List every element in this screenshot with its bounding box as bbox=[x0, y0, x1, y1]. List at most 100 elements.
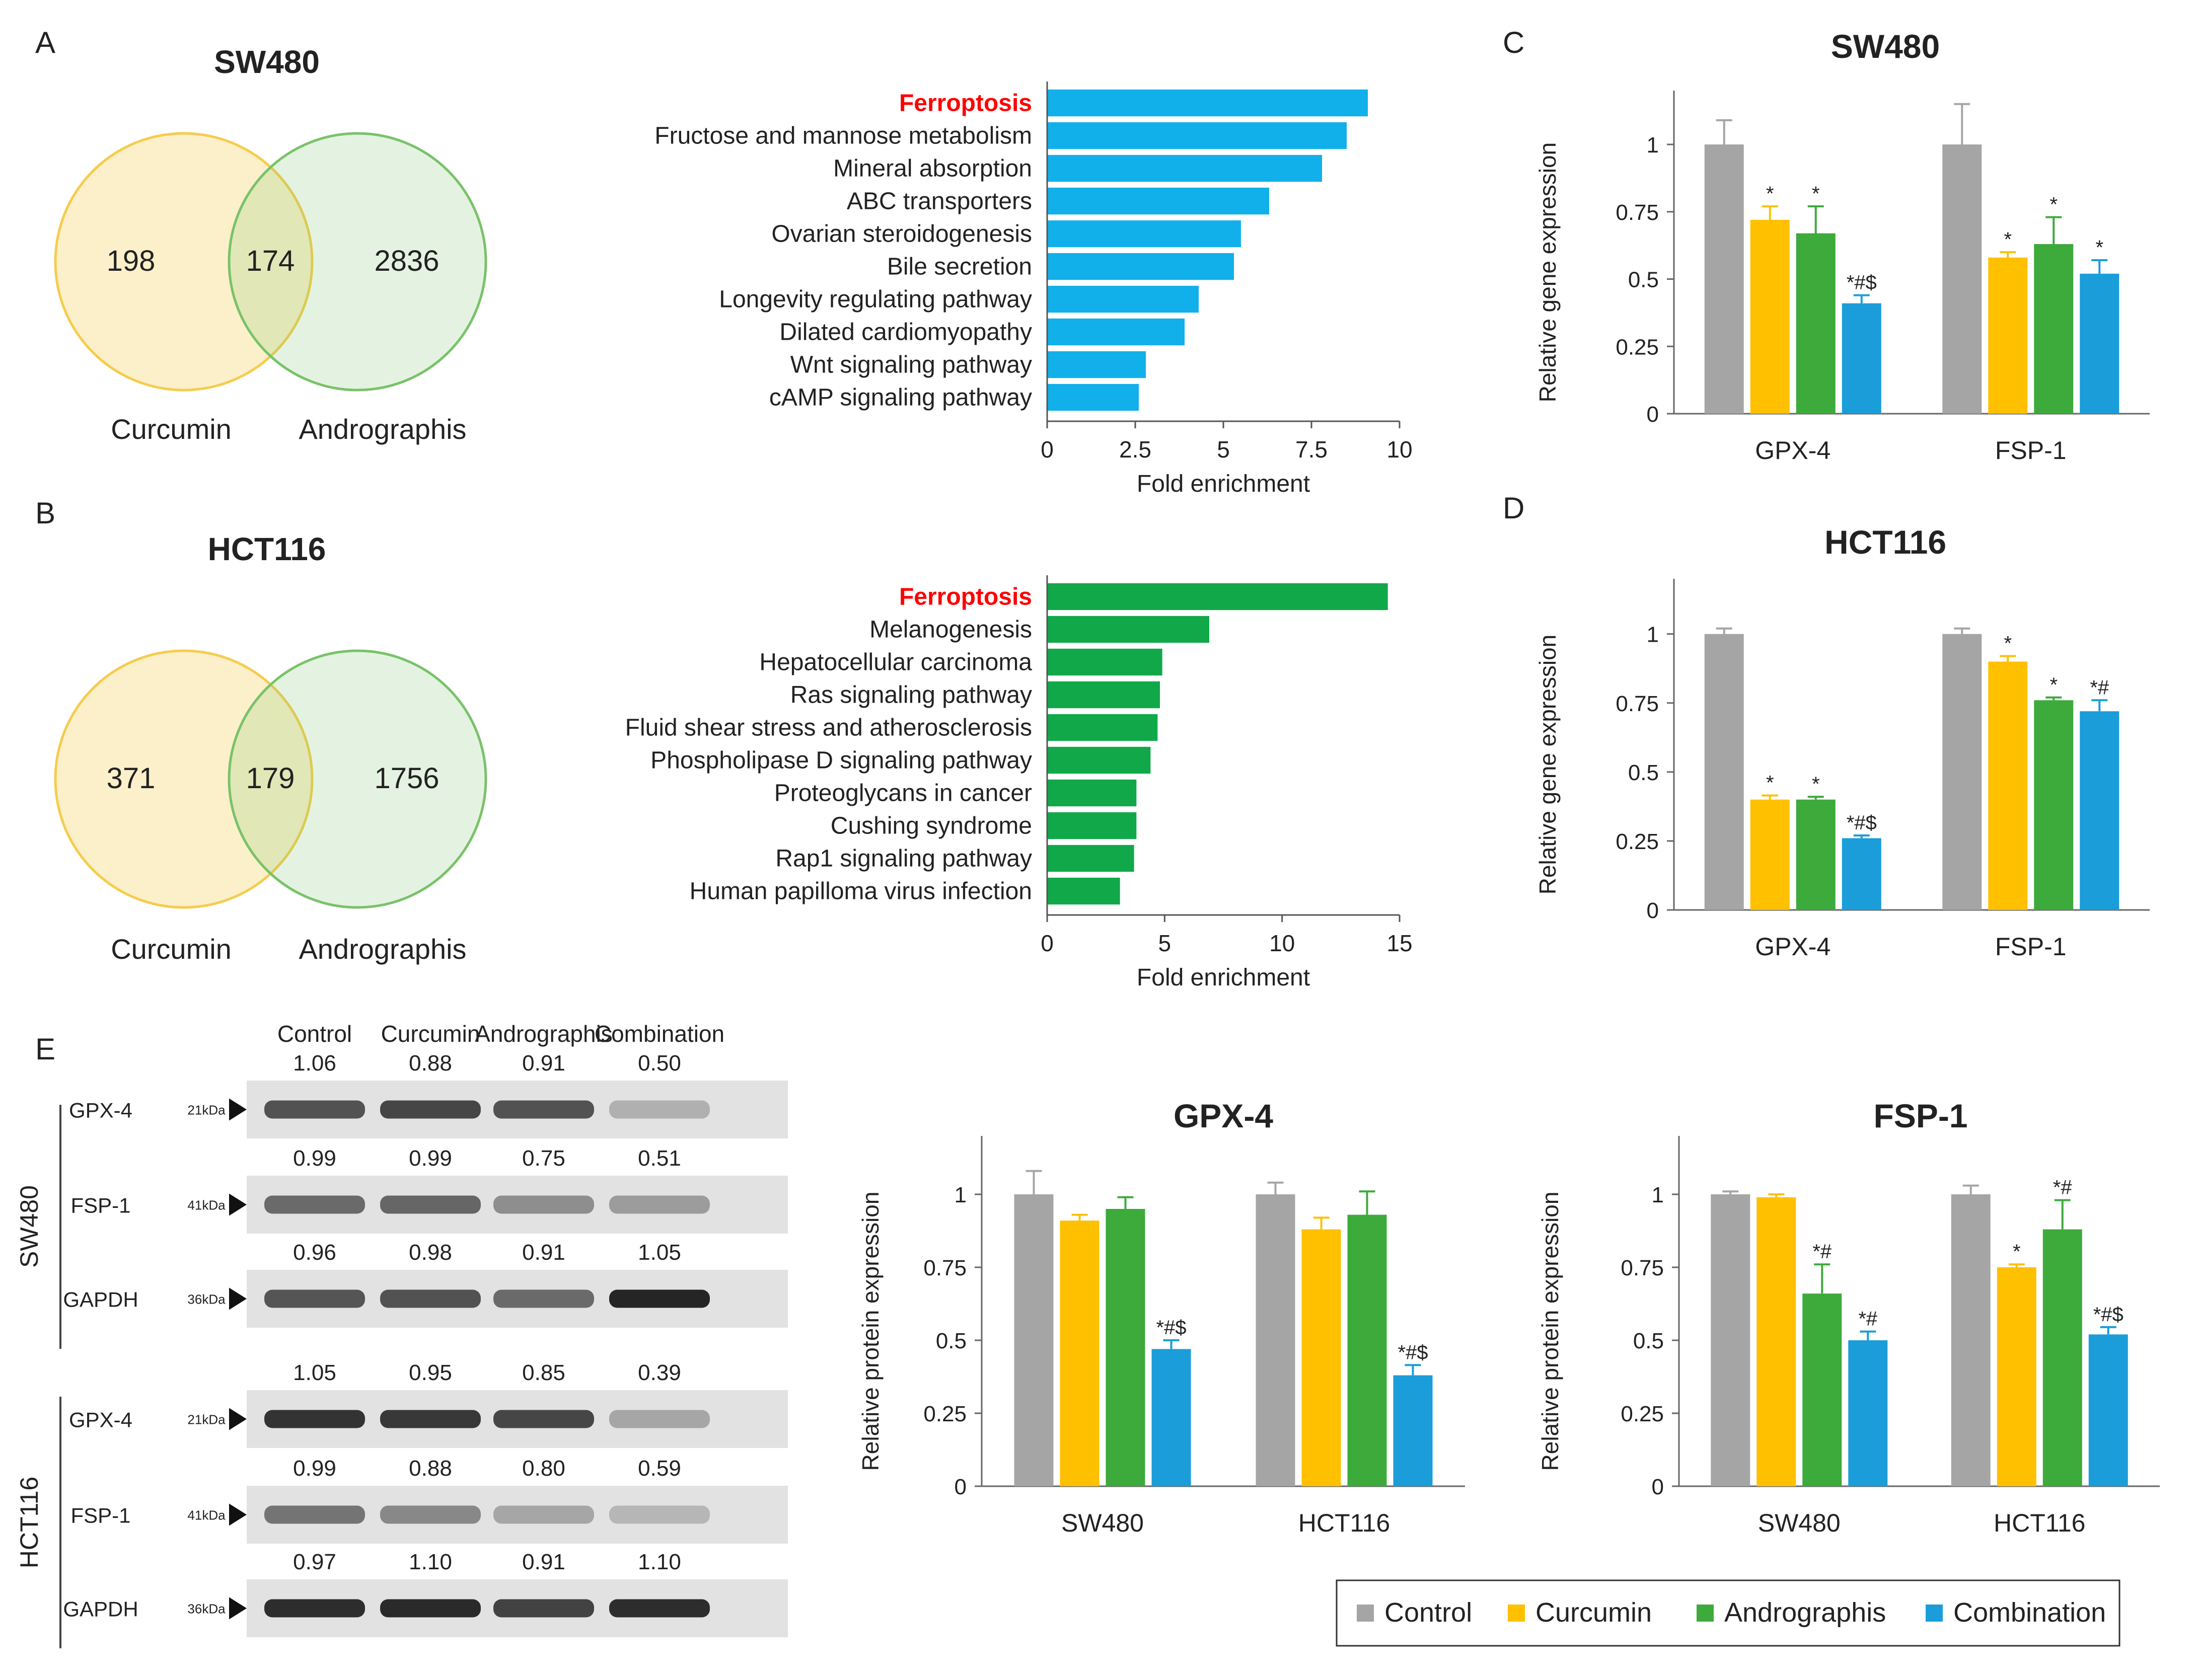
legend-label-curcumin: Curcumin bbox=[1535, 1597, 1652, 1628]
y-tick-label: 1 bbox=[1647, 623, 1659, 647]
densitometry-value: 0.75 bbox=[522, 1146, 565, 1171]
densitometry-value: 1.06 bbox=[293, 1051, 336, 1076]
y-axis-title: Relative protein expression bbox=[1537, 1192, 1563, 1471]
significance-mark: * bbox=[2049, 674, 2058, 696]
densitometry-value: 0.99 bbox=[293, 1146, 336, 1171]
x-category-label: FSP-1 bbox=[1995, 436, 2067, 465]
y-axis-title: Relative gene expression bbox=[1534, 142, 1561, 403]
bar-fsp-1-combination bbox=[2080, 273, 2119, 414]
y-tick-label: 0.75 bbox=[1621, 1256, 1664, 1280]
bar-mineral-absorption bbox=[1047, 155, 1322, 182]
y-tick-label: 0 bbox=[1647, 898, 1659, 923]
densitometry-value: 0.50 bbox=[638, 1051, 681, 1076]
venn-count-curcumin-only: 198 bbox=[107, 245, 156, 277]
x-tick-label: 10 bbox=[1269, 930, 1295, 956]
significance-mark: * bbox=[1766, 772, 1774, 794]
blot-arrow-icon bbox=[229, 1193, 247, 1216]
gene-expression-chart-sw480: SW480 Relative gene expression 0 0.25 0.5 0.7… bbox=[1534, 28, 2150, 465]
bar-camp-signaling-pathway bbox=[1047, 384, 1139, 411]
category-label-hepatocellular-carcinoma: Hepatocellular carcinoma bbox=[759, 649, 1032, 676]
y-tick-label: 1 bbox=[1647, 133, 1659, 158]
significance-mark: *#$ bbox=[1156, 1317, 1186, 1339]
y-tick-label: 0.5 bbox=[1633, 1329, 1664, 1353]
densitometry-value: 0.95 bbox=[409, 1360, 452, 1385]
blot-size-label: 21kDa bbox=[187, 1412, 226, 1427]
blot-size-label: 21kDa bbox=[187, 1103, 226, 1118]
bar-gpx-4-andrographis bbox=[1796, 799, 1836, 910]
significance-mark: *# bbox=[1812, 1241, 1832, 1263]
significance-mark: *#$ bbox=[1398, 1341, 1428, 1363]
bar-longevity-regulating-pathway bbox=[1047, 285, 1199, 313]
blot-band bbox=[264, 1505, 365, 1524]
panel-label-c: C bbox=[1503, 26, 1524, 59]
y-tick-label: 0.5 bbox=[1628, 760, 1659, 785]
y-tick-label: 0.75 bbox=[1616, 200, 1659, 225]
bar-ovarian-steroidogenesis bbox=[1047, 220, 1241, 248]
blot-arrow-icon bbox=[229, 1503, 247, 1526]
bar-wnt-signaling-pathway bbox=[1047, 351, 1146, 378]
y-tick-label: 1 bbox=[1652, 1183, 1664, 1207]
bar-hct116-control bbox=[1951, 1194, 1991, 1486]
bar-sw480-combination bbox=[1848, 1340, 1888, 1486]
significance-mark: * bbox=[2095, 237, 2103, 259]
densitometry-value: 0.91 bbox=[522, 1051, 565, 1076]
bar-gpx-4-combination bbox=[1842, 303, 1881, 414]
significance-mark: *# bbox=[1858, 1308, 1878, 1330]
blot-band bbox=[609, 1410, 710, 1428]
blot-band bbox=[609, 1505, 710, 1524]
bar-fluid-shear-stress-and-atherosclerosis bbox=[1047, 714, 1158, 741]
legend-frame bbox=[1336, 1579, 2120, 1647]
bar-hct116-control bbox=[1256, 1194, 1295, 1486]
blot-band bbox=[609, 1100, 710, 1119]
y-tick-label: 0.5 bbox=[1628, 268, 1659, 292]
x-tick-label: 5 bbox=[1158, 930, 1172, 956]
y-axis-title: Relative protein expression bbox=[857, 1192, 884, 1471]
venn-label-andrographis: Andrographis bbox=[299, 413, 466, 445]
blot-protein-label: GAPDH bbox=[63, 1597, 138, 1621]
blot-band bbox=[380, 1599, 481, 1618]
x-category-label: SW480 bbox=[1758, 1509, 1841, 1537]
venn-circle-curcumin bbox=[54, 132, 314, 392]
blot-band bbox=[493, 1599, 594, 1618]
venn-circle-andrographis bbox=[228, 649, 487, 909]
legend-label-control: Control bbox=[1384, 1597, 1472, 1628]
bar-hepatocellular-carcinoma bbox=[1047, 648, 1162, 676]
x-category-label: GPX-4 bbox=[1755, 436, 1831, 465]
category-label-proteoglycans-in-cancer: Proteoglycans in cancer bbox=[774, 780, 1032, 807]
category-label-human-papilloma-virus-infection: Human papilloma virus infection bbox=[690, 878, 1032, 905]
significance-mark: * bbox=[1812, 773, 1820, 795]
bar-cushing-syndrome bbox=[1047, 812, 1137, 839]
chart-title: FSP-1 bbox=[1873, 1097, 1967, 1134]
category-label-cushing-syndrome: Cushing syndrome bbox=[831, 813, 1032, 839]
panel-label-b: B bbox=[35, 496, 55, 530]
densitometry-value: 0.91 bbox=[522, 1550, 565, 1574]
category-label-melanogenesis: Melanogenesis bbox=[869, 617, 1032, 643]
bar-fsp-1-control bbox=[1942, 634, 1982, 910]
venn-diagram-sw480: SW480 198 174 2836 Curcumin Andrographis bbox=[54, 44, 487, 445]
category-label-rap1-signaling-pathway: Rap1 signaling pathway bbox=[775, 846, 1032, 872]
blot-size-label: 36kDa bbox=[187, 1601, 226, 1617]
significance-mark: * bbox=[1812, 183, 1820, 205]
bar-rap1-signaling-pathway bbox=[1047, 845, 1134, 872]
category-label-bile-secretion: Bile secretion bbox=[887, 254, 1032, 280]
bar-hct116-combination bbox=[1393, 1375, 1433, 1486]
y-tick-label: 0.25 bbox=[1616, 335, 1659, 359]
venn-count-andrographis-only: 2836 bbox=[374, 245, 439, 277]
bar-sw480-control bbox=[1014, 1194, 1054, 1486]
x-category-label: SW480 bbox=[1061, 1509, 1144, 1537]
densitometry-value: 1.10 bbox=[409, 1550, 452, 1574]
blot-band bbox=[264, 1100, 365, 1119]
cell-line-label-sw480: SW480 bbox=[15, 1185, 43, 1268]
y-tick-label: 0.75 bbox=[923, 1256, 967, 1280]
category-label-longevity-regulating-pathway: Longevity regulating pathway bbox=[719, 286, 1032, 313]
bar-melanogenesis bbox=[1047, 616, 1209, 643]
x-category-label: HCT116 bbox=[1994, 1509, 2085, 1537]
category-label-wnt-signaling-pathway: Wnt signaling pathway bbox=[790, 352, 1032, 378]
category-label-ras-signaling-pathway: Ras signaling pathway bbox=[790, 682, 1032, 709]
bar-fsp-1-curcumin bbox=[1988, 661, 2028, 910]
venn-circle-curcumin bbox=[54, 649, 314, 909]
x-axis-title: Fold enrichment bbox=[1137, 471, 1310, 497]
bar-fsp-1-andrographis bbox=[2034, 700, 2074, 910]
blot-arrow-icon bbox=[229, 1408, 247, 1430]
blot-protein-label: FSP-1 bbox=[70, 1504, 130, 1528]
